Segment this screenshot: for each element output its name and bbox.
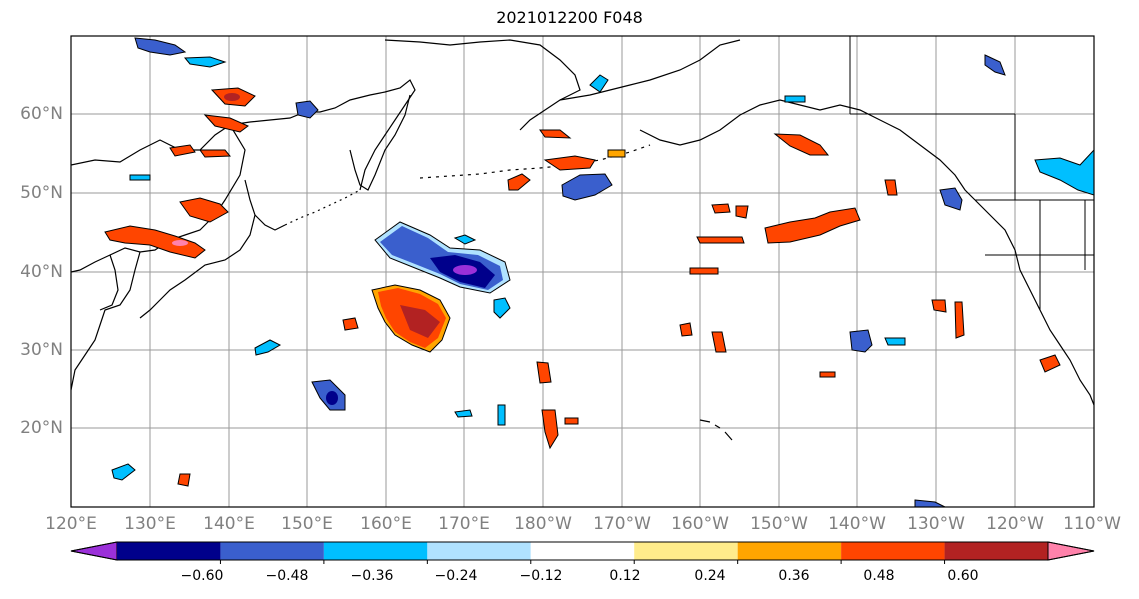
lon-label-140e: 140°E <box>203 514 255 534</box>
lon-label-140w: 140°W <box>828 514 886 534</box>
colorbar-segment <box>530 542 635 560</box>
colorbar-segment <box>944 542 1048 560</box>
colorbar-segment <box>323 542 428 560</box>
colorbar-outline <box>70 541 1095 561</box>
colorbar-segment <box>634 542 738 560</box>
colorbar-segment <box>117 542 221 560</box>
lon-label-120w: 120°W <box>986 514 1044 534</box>
lon-label-160e: 160°E <box>360 514 412 534</box>
political-borders <box>849 36 1094 310</box>
colorbar-label: −0.24 <box>434 568 478 584</box>
lon-label-150e: 150°E <box>281 514 333 534</box>
lon-label-110w: 110°W <box>1063 514 1121 534</box>
colorbar-label: 0.12 <box>609 568 641 584</box>
map-content <box>71 36 1094 507</box>
colorbar-label: 0.36 <box>778 568 810 584</box>
positive-anomalies <box>104 87 1061 487</box>
colorbar-segment <box>737 542 842 560</box>
lon-label-150w: 150°W <box>750 514 808 534</box>
lon-label-120e: 120°E <box>45 514 97 534</box>
map-title: 2021012200 F048 <box>496 8 643 27</box>
map-frame <box>70 35 1095 508</box>
colorbar-segment <box>427 542 531 560</box>
lon-label-130e: 130°E <box>124 514 176 534</box>
colorbar-label: 0.24 <box>694 568 726 584</box>
lon-label-180w: 180°W <box>514 514 572 534</box>
colorbar-label: −0.12 <box>519 568 563 584</box>
negative-anomalies <box>111 37 1094 507</box>
colorbar-extend-max <box>1047 541 1095 561</box>
colorbar-label: 0.48 <box>863 568 895 584</box>
lat-label-30n: 30°N <box>20 340 63 360</box>
colorbar-label: −0.48 <box>265 568 309 584</box>
lat-label-40n: 40°N <box>20 262 63 282</box>
lon-label-170e: 170°E <box>438 514 490 534</box>
colorbar-segment <box>220 542 324 560</box>
lon-label-160w: 160°W <box>671 514 729 534</box>
colorbar-label: 0.60 <box>947 568 979 584</box>
lon-label-170w: 170°W <box>593 514 651 534</box>
colorbar-label: −0.60 <box>180 568 224 584</box>
lat-label-60n: 60°N <box>20 104 63 124</box>
colorbar-extend-min <box>70 541 118 561</box>
lon-label-130w: 130°W <box>907 514 965 534</box>
colorbar <box>70 541 1095 564</box>
colorbar-label: −0.36 <box>350 568 394 584</box>
colorbar-segment <box>841 542 945 560</box>
lat-label-20n: 20°N <box>20 418 63 438</box>
lat-label-50n: 50°N <box>20 183 63 203</box>
